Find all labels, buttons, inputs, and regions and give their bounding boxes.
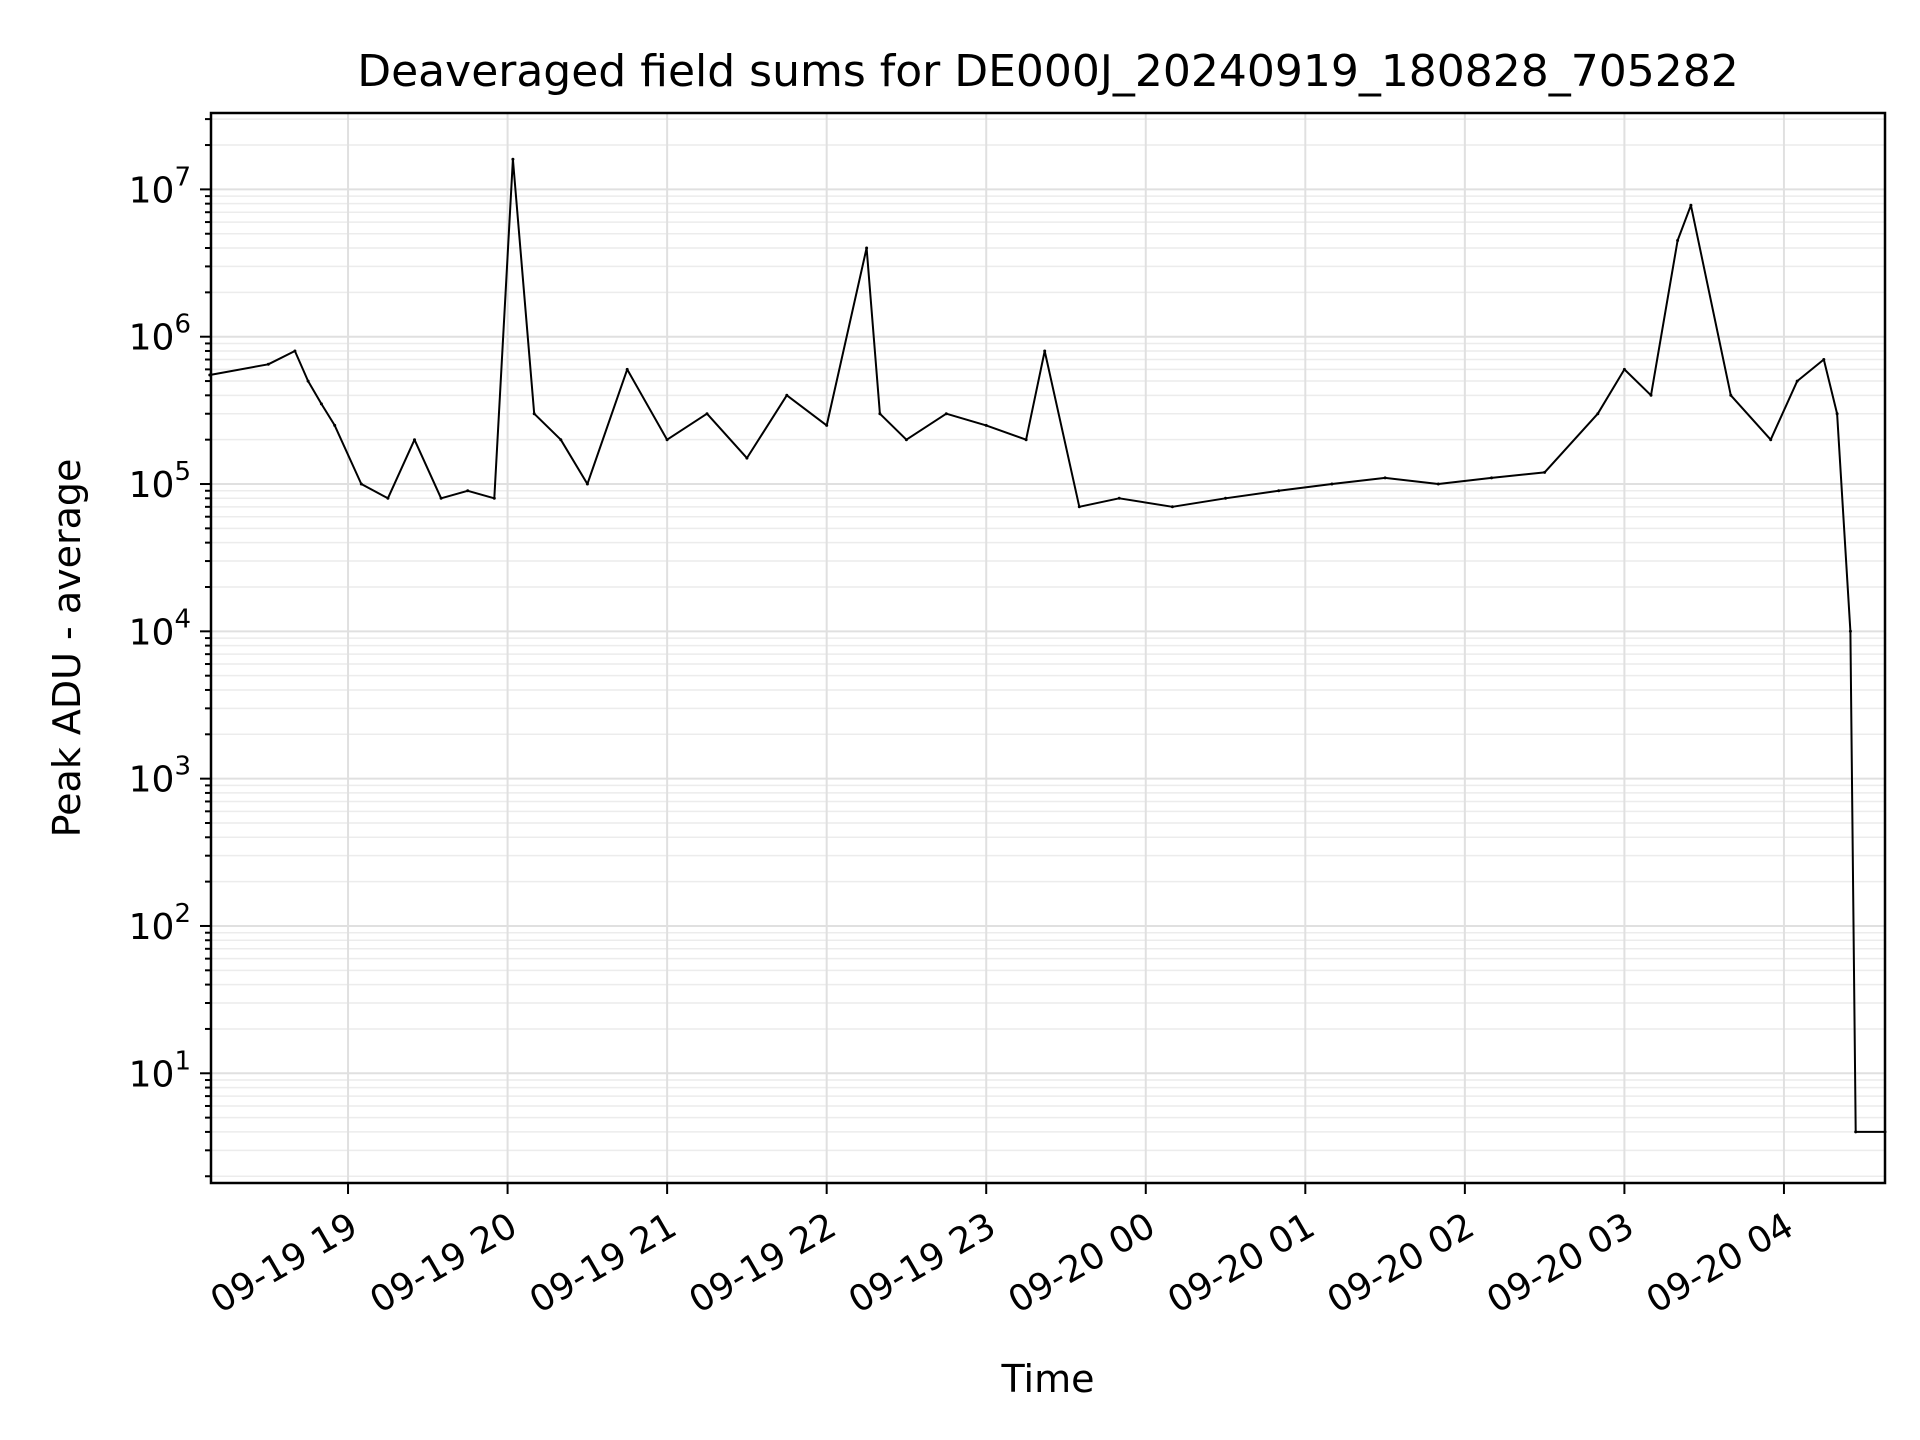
series-point	[293, 349, 297, 353]
y-tick-label: 104	[129, 604, 191, 653]
y-tick-label: 102	[129, 899, 191, 948]
series-point	[1835, 412, 1839, 416]
series-point	[306, 379, 310, 383]
series-point	[625, 367, 629, 371]
series-point	[439, 496, 443, 500]
series-point	[511, 157, 515, 161]
plot-frame	[209, 111, 1887, 1185]
series-point	[705, 412, 709, 416]
series-point	[1277, 489, 1281, 493]
series-point	[319, 402, 323, 406]
series-point	[266, 362, 270, 366]
series-point	[904, 438, 908, 442]
x-axis-label: Time	[1001, 1357, 1095, 1401]
series-point	[1822, 358, 1826, 361]
series-point	[1490, 476, 1493, 480]
y-tick-label: 101	[129, 1046, 191, 1095]
y-tick-label: 105	[129, 457, 191, 506]
series-point	[359, 482, 363, 486]
series-point	[413, 438, 416, 442]
y-tick-label: 103	[129, 752, 191, 801]
series	[208, 157, 1887, 1134]
y-axis: 101 102 103 104 105 106 107	[129, 118, 211, 1178]
y-tick-label: 107	[129, 162, 191, 211]
series-point	[1689, 203, 1693, 207]
series-point	[1117, 496, 1121, 500]
series-point	[1543, 470, 1547, 474]
series-point	[1769, 438, 1773, 442]
series-point	[1795, 379, 1799, 383]
series-point	[1729, 393, 1733, 397]
chart-title: Deaveraged field sums for DE000J_2024091…	[357, 46, 1739, 97]
series-point	[1622, 367, 1626, 371]
series-point	[944, 412, 948, 416]
series-point	[1224, 496, 1227, 500]
series-point	[1649, 393, 1653, 397]
series-point	[1024, 438, 1028, 442]
series-point	[1676, 239, 1680, 242]
series-point	[1596, 412, 1600, 416]
series-point	[1077, 505, 1081, 509]
series-point	[1383, 476, 1387, 480]
y-tick-label: 106	[129, 310, 191, 359]
series-point	[532, 412, 536, 416]
series-point	[1330, 482, 1334, 486]
series-point	[1170, 505, 1174, 509]
series-point	[466, 489, 470, 493]
series-point	[1043, 349, 1047, 353]
series-point	[984, 423, 988, 427]
series-line	[209, 158, 1885, 1133]
series-point	[559, 438, 563, 442]
series-point	[745, 456, 749, 460]
grid	[211, 113, 1885, 1183]
series-point	[386, 496, 390, 500]
series-point	[1848, 629, 1852, 633]
series-point	[492, 496, 496, 500]
series-point	[1436, 482, 1440, 486]
series-point	[878, 412, 882, 416]
series-point	[785, 393, 789, 397]
series-point	[825, 423, 829, 427]
series-point	[333, 423, 337, 427]
y-axis-label: Peak ADU - average	[45, 459, 89, 838]
series-point	[665, 438, 669, 442]
series-point	[585, 482, 589, 486]
series-point	[865, 246, 869, 250]
series-point	[1854, 1130, 1858, 1134]
